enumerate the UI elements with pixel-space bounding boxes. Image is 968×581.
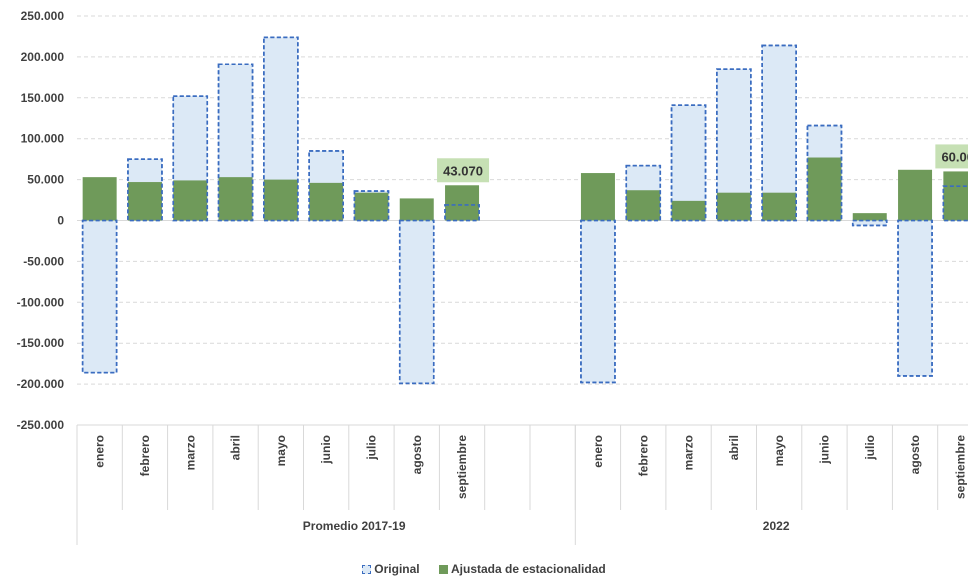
x-tick-label: febrero — [138, 435, 152, 476]
legend: Original Ajustada de estacionalidad — [0, 562, 968, 576]
data-label-bg — [935, 144, 968, 169]
bar-ajustada — [762, 192, 797, 221]
bar-ajustada — [626, 190, 661, 221]
y-axis: 250.000 200.000 150.000 100.000 50.000 0 -50.0… — [17, 9, 65, 432]
bar-ajustada — [807, 157, 842, 221]
y-tick-label: -100.000 — [17, 295, 65, 309]
bar-original-outline — [851, 219, 888, 227]
x-tick-label: agosto — [410, 435, 424, 474]
bar-ajustada — [671, 200, 706, 221]
chart: 250.000 200.000 150.000 100.000 50.000 0 -50.0… — [17, 9, 968, 545]
legend-item-ajustada: Ajustada de estacionalidad — [438, 562, 606, 576]
x-tick-label: abril — [727, 435, 741, 460]
y-tick-label: 50.000 — [27, 173, 64, 187]
bar-original-outline — [81, 219, 118, 374]
x-tick-label: abril — [229, 435, 243, 460]
x-axis: Promedio 2017-19 enero febrero marzo abril ma… — [76, 424, 968, 545]
y-tick-label: -200.000 — [17, 377, 65, 391]
bar-ajustada — [898, 169, 933, 221]
bar-original-outline — [806, 124, 843, 222]
bar-original-outline — [444, 204, 480, 222]
bars — [81, 36, 968, 385]
bar-ajustada — [399, 198, 434, 221]
y-tick-label: 250.000 — [21, 9, 65, 23]
x-tick-label: agosto — [908, 435, 922, 474]
bar-ajustada — [852, 213, 887, 221]
x-tick-label: septiembre — [455, 435, 469, 499]
x-tick-label: marzo — [183, 435, 197, 470]
x-tick-label: febrero — [636, 435, 650, 476]
data-label: 43.070 — [443, 163, 483, 178]
bar-original — [897, 219, 933, 377]
bar-original-outline — [263, 36, 299, 222]
legend-swatch-original — [362, 565, 372, 574]
x-tick-label: junio — [817, 435, 831, 465]
y-tick-label: 200.000 — [21, 50, 65, 64]
y-tick-label: 0 — [57, 214, 64, 228]
group-label: Promedio 2017-19 — [303, 519, 406, 533]
y-tick-label: 100.000 — [21, 132, 65, 146]
x-tick-label: mayo — [772, 435, 786, 466]
bar-ajustada — [218, 177, 253, 221]
y-tick-label: -150.000 — [17, 336, 65, 350]
x-tick-label: julio — [863, 435, 877, 461]
bar-original-outline — [625, 164, 662, 222]
bar-ajustada — [580, 173, 615, 221]
y-tick-label: 150.000 — [21, 91, 65, 105]
bar-original-outline — [670, 104, 707, 222]
x-tick-label: marzo — [682, 435, 696, 470]
data-labels: 43.070 60.000 — [437, 144, 968, 183]
x-tick-label: junio — [319, 435, 333, 465]
bar-ajustada — [445, 185, 480, 221]
legend-label-original: Original — [374, 562, 420, 576]
bar-ajustada — [127, 182, 162, 221]
x-tick-label: septiembre — [953, 435, 967, 499]
bar-original-outline — [942, 185, 968, 222]
bar-original-outline — [217, 63, 254, 222]
y-tick-label: -250.000 — [17, 418, 65, 432]
bar-original — [81, 219, 118, 374]
legend-swatch-ajustada — [438, 565, 448, 574]
bar-ajustada — [716, 192, 751, 221]
bar-original-outline — [398, 219, 435, 385]
bar-original-outline — [308, 150, 344, 222]
bar-ajustada — [173, 180, 208, 221]
bar-ajustada — [82, 177, 117, 221]
bar-original-outline — [716, 68, 752, 222]
bar-original-outline — [580, 219, 616, 384]
x-tick-label: mayo — [274, 435, 288, 466]
bar-original-outline — [127, 158, 163, 222]
group-label: 2022 — [763, 519, 790, 533]
bar-original — [580, 219, 616, 384]
legend-label-ajustada: Ajustada de estacionalidad — [450, 562, 606, 576]
x-tick-label: enero — [591, 435, 605, 468]
bar-original-outline — [897, 219, 933, 377]
bar-original-outline — [761, 44, 797, 222]
data-label-bg — [437, 158, 490, 183]
bar-ajustada — [354, 192, 389, 221]
bar-original-outline — [353, 190, 390, 222]
legend-item-original: Original — [362, 562, 420, 576]
bar-ajustada — [263, 179, 298, 221]
bar-original-outline — [172, 95, 209, 222]
x-tick-label: julio — [364, 435, 378, 461]
x-tick-label: enero — [93, 435, 107, 468]
y-tick-label: -50.000 — [23, 254, 64, 268]
bar-ajustada — [309, 182, 344, 221]
bar-original — [398, 219, 435, 385]
bar-ajustada — [943, 171, 968, 221]
data-label: 60.000 — [941, 149, 968, 164]
